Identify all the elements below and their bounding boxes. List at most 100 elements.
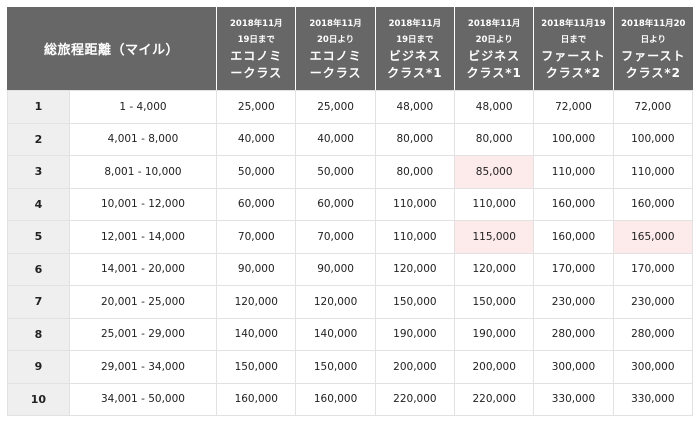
miles-cell-business-from-nov20: 120,000 <box>455 253 535 286</box>
table-row: 4 10,001 - 12,000 60,000 60,000 110,000 110,0… <box>7 188 693 221</box>
miles-cell-economy-from-nov20: 90,000 <box>296 253 376 286</box>
miles-cell-business-from-nov20: 200,000 <box>455 351 535 384</box>
zone-cell: 3 <box>7 156 70 189</box>
table-row: 8 25,001 - 29,000 140,000 140,000 190,000 190… <box>7 318 693 351</box>
miles-cell-economy-from-nov20: 70,000 <box>296 221 376 254</box>
miles-cell-business-until-nov19: 110,000 <box>375 188 456 221</box>
miles-cell-first-until-nov19: 110,000 <box>534 156 614 189</box>
zone-cell: 1 <box>7 90 70 124</box>
miles-cell-economy-until-nov19: 150,000 <box>217 351 297 384</box>
miles-cell-first-from-nov20: 165,000 <box>613 221 693 254</box>
header-line: クラス*1 <box>387 65 443 80</box>
header-line: 19日まで <box>396 34 434 45</box>
distance-range-cell: 1 - 4,000 <box>69 90 218 124</box>
header-line: 2018年11月 <box>467 18 521 29</box>
miles-cell-business-until-nov19: 190,000 <box>375 318 456 351</box>
zone-cell: 5 <box>7 221 70 254</box>
table-header-row: 総旅程距離（マイル） 2018年11月 19日まで エコノミ ークラス 2018… <box>7 7 693 90</box>
miles-cell-economy-until-nov19: 120,000 <box>217 286 297 319</box>
header-first-until-nov19: 2018年11月19 日まで ファースト クラス*2 <box>534 7 614 90</box>
miles-cell-first-from-nov20: 170,000 <box>613 253 693 286</box>
header-line: 日より <box>640 34 666 45</box>
miles-cell-first-from-nov20: 110,000 <box>613 156 693 189</box>
header-line: 20日より <box>475 34 513 45</box>
miles-cell-first-from-nov20: 300,000 <box>613 351 693 384</box>
miles-cell-economy-from-nov20: 140,000 <box>296 318 376 351</box>
miles-cell-business-until-nov19: 220,000 <box>375 383 456 416</box>
award-chart: 総旅程距離（マイル） 2018年11月 19日まで エコノミ ークラス 2018… <box>7 7 693 416</box>
header-line: エコノミ <box>309 48 362 63</box>
miles-cell-first-until-nov19: 170,000 <box>534 253 614 286</box>
miles-cell-economy-until-nov19: 140,000 <box>217 318 297 351</box>
miles-cell-business-until-nov19: 110,000 <box>375 221 456 254</box>
zone-cell: 6 <box>7 253 70 286</box>
header-line: 2018年11月 <box>388 18 442 29</box>
zone-cell: 10 <box>7 383 70 416</box>
miles-cell-business-from-nov20: 115,000 <box>455 221 535 254</box>
miles-cell-economy-from-nov20: 60,000 <box>296 188 376 221</box>
miles-cell-economy-from-nov20: 150,000 <box>296 351 376 384</box>
miles-cell-business-from-nov20: 190,000 <box>455 318 535 351</box>
miles-cell-economy-from-nov20: 40,000 <box>296 123 376 156</box>
miles-cell-business-until-nov19: 200,000 <box>375 351 456 384</box>
miles-cell-business-from-nov20: 220,000 <box>455 383 535 416</box>
miles-cell-economy-from-nov20: 160,000 <box>296 383 376 416</box>
header-line: 19日まで <box>237 34 275 45</box>
header-line: クラス*2 <box>625 65 681 80</box>
zone-cell: 2 <box>7 123 70 156</box>
miles-cell-first-from-nov20: 72,000 <box>613 90 693 124</box>
miles-cell-first-until-nov19: 100,000 <box>534 123 614 156</box>
header-line: エコノミ <box>230 48 283 63</box>
distance-range-cell: 4,001 - 8,000 <box>69 123 218 156</box>
header-line: 2018年11月20 <box>621 18 686 29</box>
distance-range-cell: 25,001 - 29,000 <box>69 318 218 351</box>
distance-range-cell: 12,001 - 14,000 <box>69 221 218 254</box>
table-row: 5 12,001 - 14,000 70,000 70,000 110,000 115,0… <box>7 221 693 254</box>
header-line: 20日より <box>316 34 355 45</box>
miles-cell-first-from-nov20: 100,000 <box>613 123 693 156</box>
header-first-from-nov20: 2018年11月20 日より ファースト クラス*2 <box>613 7 693 90</box>
miles-cell-economy-until-nov19: 60,000 <box>217 188 297 221</box>
miles-cell-first-until-nov19: 300,000 <box>534 351 614 384</box>
zone-cell: 7 <box>7 286 70 319</box>
award-mileage-table: 総旅程距離（マイル） 2018年11月 19日まで エコノミ ークラス 2018… <box>7 7 693 416</box>
miles-cell-first-until-nov19: 230,000 <box>534 286 614 319</box>
header-line: ークラス <box>230 65 283 80</box>
miles-cell-business-from-nov20: 80,000 <box>455 123 535 156</box>
header-line: ファースト <box>621 48 686 63</box>
table-row: 3 8,001 - 10,000 50,000 50,000 80,000 85,000 1… <box>7 156 693 189</box>
miles-cell-economy-until-nov19: 90,000 <box>217 253 297 286</box>
miles-cell-first-until-nov19: 160,000 <box>534 188 614 221</box>
miles-cell-first-until-nov19: 330,000 <box>534 383 614 416</box>
header-line: ビジネス <box>388 48 441 63</box>
zone-cell: 4 <box>7 188 70 221</box>
miles-cell-first-from-nov20: 280,000 <box>613 318 693 351</box>
miles-cell-economy-until-nov19: 25,000 <box>217 90 297 124</box>
miles-cell-first-from-nov20: 330,000 <box>613 383 693 416</box>
miles-cell-first-from-nov20: 160,000 <box>613 188 693 221</box>
table-row: 10 34,001 - 50,000 160,000 160,000 220,000 22… <box>7 383 693 416</box>
table-row: 6 14,001 - 20,000 90,000 90,000 120,000 120,0… <box>7 253 693 286</box>
miles-cell-first-until-nov19: 72,000 <box>534 90 614 124</box>
zone-cell: 9 <box>7 351 70 384</box>
distance-range-cell: 10,001 - 12,000 <box>69 188 218 221</box>
miles-cell-first-from-nov20: 230,000 <box>613 286 693 319</box>
miles-cell-business-from-nov20: 150,000 <box>455 286 535 319</box>
miles-cell-business-from-nov20: 85,000 <box>455 156 535 189</box>
miles-cell-first-until-nov19: 280,000 <box>534 318 614 351</box>
header-line: クラス*2 <box>545 65 602 80</box>
header-line: ビジネス <box>468 48 521 63</box>
distance-range-cell: 29,001 - 34,000 <box>69 351 218 384</box>
miles-cell-business-until-nov19: 150,000 <box>375 286 456 319</box>
header-line: 2018年11月19 <box>541 18 606 29</box>
zone-cell: 8 <box>7 318 70 351</box>
miles-cell-economy-from-nov20: 25,000 <box>296 90 376 124</box>
miles-cell-economy-until-nov19: 50,000 <box>217 156 297 189</box>
distance-range-cell: 8,001 - 10,000 <box>69 156 218 189</box>
distance-range-cell: 14,001 - 20,000 <box>69 253 218 286</box>
miles-cell-economy-from-nov20: 50,000 <box>296 156 376 189</box>
miles-cell-business-from-nov20: 48,000 <box>455 90 535 124</box>
header-economy-from-nov20: 2018年11月 20日より エコノミ ークラス <box>296 7 376 90</box>
miles-cell-economy-until-nov19: 160,000 <box>217 383 297 416</box>
